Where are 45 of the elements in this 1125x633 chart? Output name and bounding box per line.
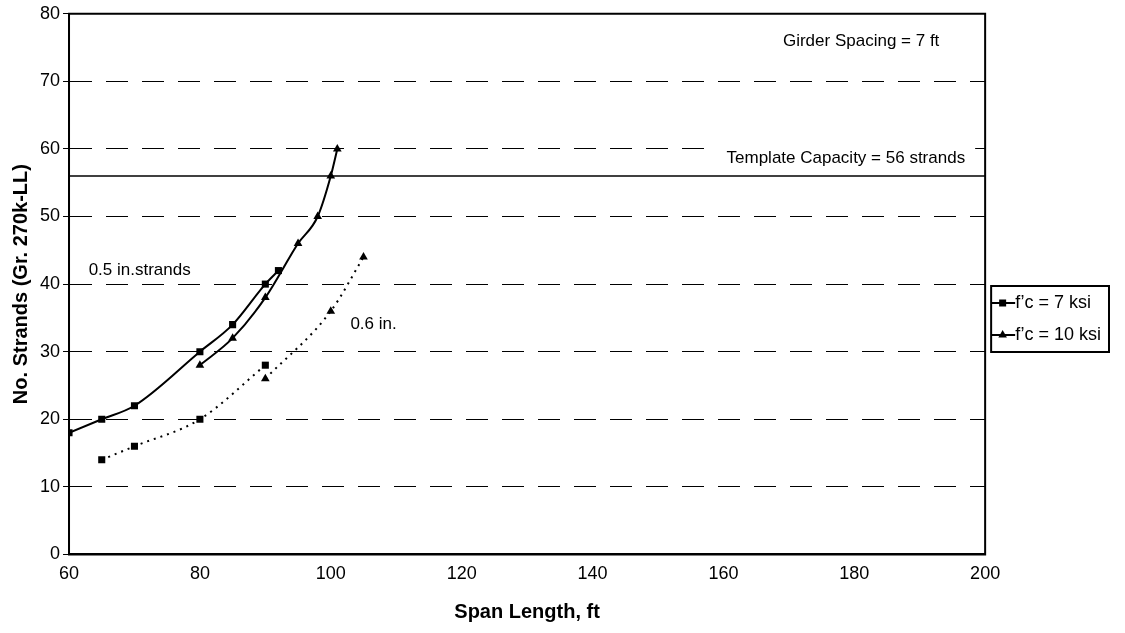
point bbox=[293, 238, 303, 247]
x-tick-label: 160 bbox=[708, 563, 739, 584]
ref-line-label: Template Capacity = 56 strands bbox=[726, 148, 966, 168]
point bbox=[313, 211, 323, 220]
point bbox=[130, 442, 138, 450]
y-tick-label: 0 bbox=[50, 543, 61, 564]
x-tick-label: 200 bbox=[970, 563, 1001, 584]
point bbox=[261, 361, 269, 369]
point bbox=[326, 170, 336, 179]
x-tick-label: 180 bbox=[839, 563, 870, 584]
point bbox=[261, 373, 270, 382]
x-tick-label: 100 bbox=[315, 563, 346, 584]
point bbox=[196, 415, 204, 423]
point bbox=[332, 143, 342, 152]
point bbox=[98, 456, 106, 464]
x-tick-label: 80 bbox=[189, 563, 210, 584]
point bbox=[359, 252, 368, 260]
point bbox=[274, 267, 282, 275]
point bbox=[196, 348, 204, 356]
x-tick-label: 120 bbox=[446, 563, 477, 584]
y-tick-label: 80 bbox=[39, 2, 61, 23]
point bbox=[326, 306, 336, 314]
annotation: Girder Spacing = 7 ft bbox=[782, 30, 940, 50]
point bbox=[130, 402, 138, 410]
x-axis-title: Span Length, ft bbox=[454, 599, 601, 622]
x-tick-label: 60 bbox=[59, 563, 80, 584]
y-tick-label: 20 bbox=[39, 408, 61, 429]
legend-label: f’c = 10 ksi bbox=[1015, 323, 1102, 344]
point bbox=[228, 333, 237, 341]
y-tick-label: 60 bbox=[39, 137, 61, 158]
point bbox=[261, 280, 269, 288]
point bbox=[261, 292, 270, 301]
y-tick-label: 10 bbox=[39, 475, 61, 496]
y-tick-label: 40 bbox=[39, 273, 61, 294]
y-axis-title: No. Strands (Gr. 270k-LL) bbox=[8, 164, 31, 405]
annotation: 0.5 in.strands bbox=[88, 260, 191, 280]
annotation: 0.6 in. bbox=[350, 314, 397, 334]
point bbox=[98, 415, 106, 423]
y-tick-label: 30 bbox=[39, 340, 61, 361]
point bbox=[195, 360, 205, 368]
point bbox=[229, 321, 237, 329]
legend-label: f’c = 7 ksi bbox=[1015, 291, 1091, 312]
y-tick-label: 70 bbox=[39, 70, 61, 91]
y-tick-label: 50 bbox=[39, 205, 61, 226]
x-tick-label: 140 bbox=[577, 563, 608, 584]
